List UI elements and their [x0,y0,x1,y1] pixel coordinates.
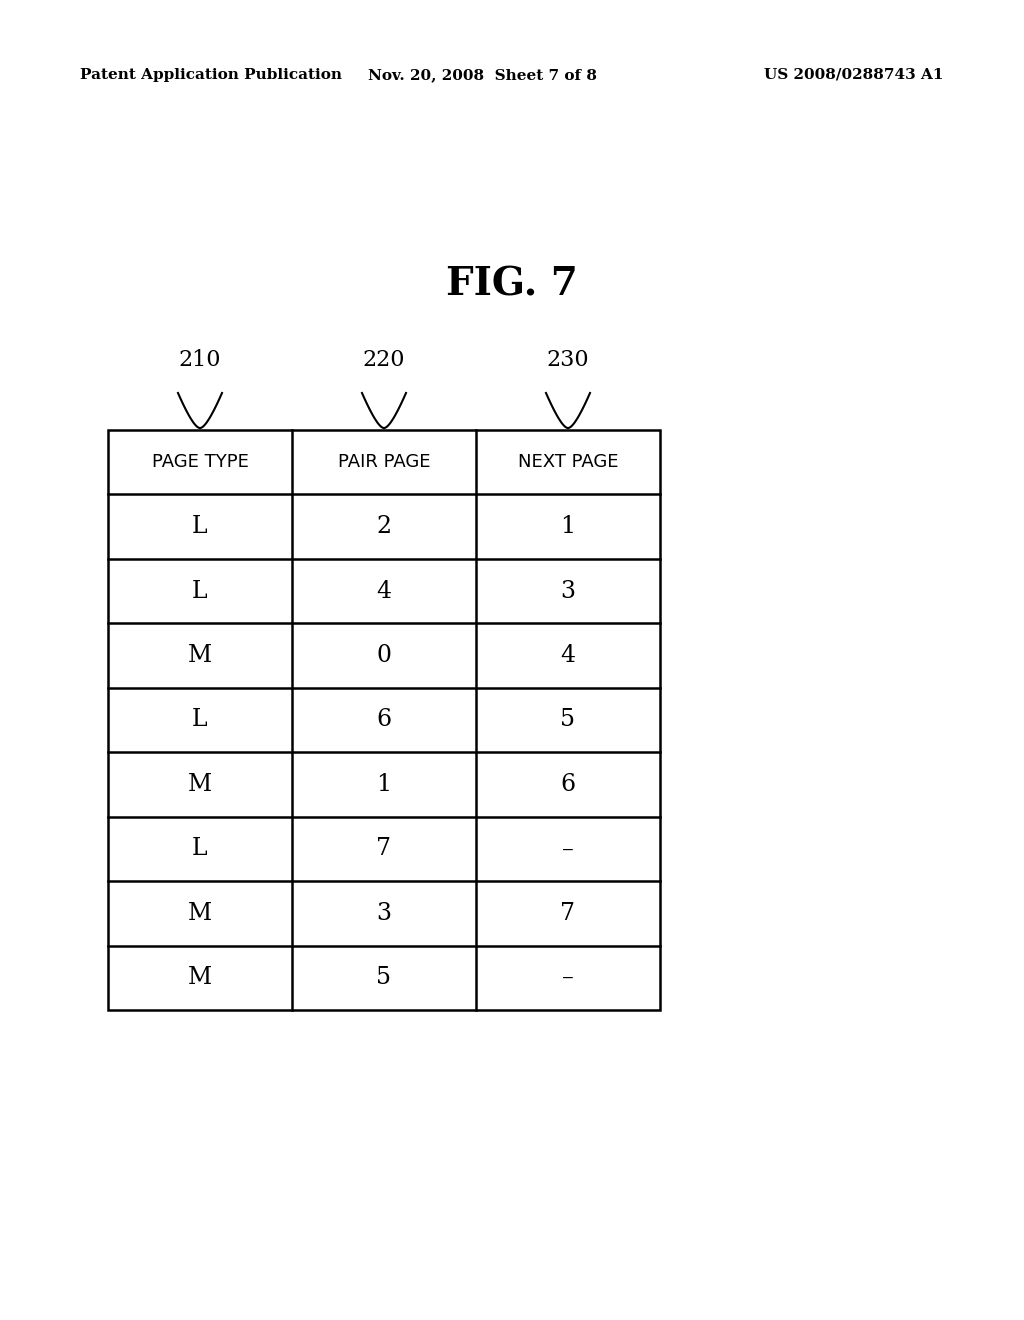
Text: 230: 230 [547,348,590,371]
Text: 5: 5 [560,709,575,731]
Text: M: M [187,644,212,667]
Text: 5: 5 [377,966,391,989]
Text: 7: 7 [560,902,575,925]
Text: Nov. 20, 2008  Sheet 7 of 8: Nov. 20, 2008 Sheet 7 of 8 [368,69,597,82]
Text: 0: 0 [377,644,391,667]
Text: 1: 1 [377,774,391,796]
Text: L: L [193,709,208,731]
Text: PAIR PAGE: PAIR PAGE [338,453,430,471]
Text: –: – [562,837,573,861]
Text: M: M [187,902,212,925]
Text: M: M [187,774,212,796]
Text: 1: 1 [560,515,575,539]
Text: 7: 7 [377,837,391,861]
Text: 4: 4 [560,644,575,667]
Text: –: – [562,966,573,989]
Text: L: L [193,515,208,539]
Text: 210: 210 [179,348,221,371]
Text: 4: 4 [377,579,391,603]
Text: 3: 3 [377,902,391,925]
Text: NEXT PAGE: NEXT PAGE [518,453,618,471]
Text: L: L [193,579,208,603]
Text: 220: 220 [362,348,406,371]
Text: 6: 6 [560,774,575,796]
Text: 6: 6 [377,709,391,731]
Text: L: L [193,837,208,861]
Text: PAGE TYPE: PAGE TYPE [152,453,249,471]
Bar [108,430,660,1010]
Text: 3: 3 [560,579,575,603]
Text: US 2008/0288743 A1: US 2008/0288743 A1 [765,69,944,82]
Text: FIG. 7: FIG. 7 [446,267,578,304]
Text: 2: 2 [377,515,391,539]
Text: Patent Application Publication: Patent Application Publication [80,69,342,82]
Text: M: M [187,966,212,989]
